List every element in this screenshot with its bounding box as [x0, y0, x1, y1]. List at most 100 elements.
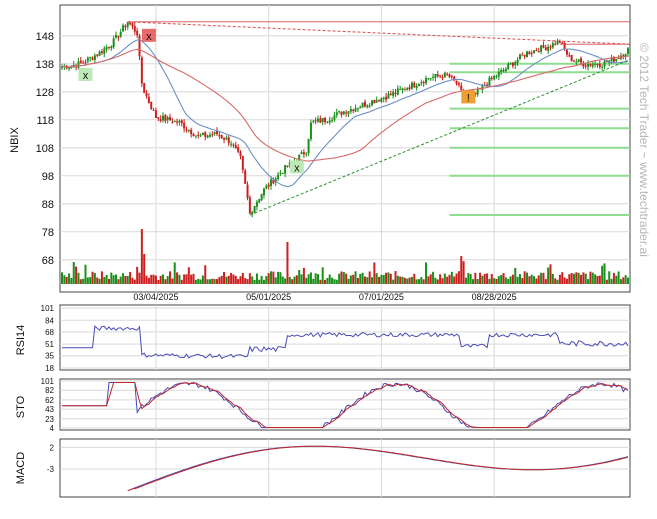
volume-bar — [213, 278, 216, 284]
volume-bar — [220, 275, 223, 284]
candle-body — [246, 184, 249, 198]
candle-body — [408, 87, 411, 90]
volume-bar — [112, 275, 115, 284]
candle-body — [371, 100, 374, 106]
volume-bar — [516, 276, 519, 284]
candle-body — [185, 129, 188, 131]
volume-bar — [537, 275, 540, 284]
volume-bar — [497, 276, 500, 284]
candle-body — [627, 48, 629, 54]
candle-body — [321, 118, 324, 123]
volume-bar — [164, 279, 167, 284]
volume-bar — [356, 277, 359, 284]
candle-body — [415, 85, 418, 88]
volume-bar — [145, 275, 148, 284]
volume-bar — [267, 273, 270, 284]
volume-bar — [396, 275, 399, 284]
candle-body — [239, 151, 242, 157]
rsi-tick-label: 84 — [45, 316, 54, 325]
candle-body — [495, 76, 498, 78]
volume-bar — [316, 274, 319, 284]
candle-body — [126, 22, 129, 27]
candle-body — [227, 137, 230, 144]
volume-bar — [136, 266, 139, 284]
candle-body — [394, 92, 397, 94]
volume-bar — [131, 277, 134, 284]
candle-body — [441, 77, 444, 79]
volume-bar — [507, 278, 510, 284]
volume-bar — [183, 274, 186, 284]
volume-bar — [312, 278, 315, 284]
candle-body — [363, 101, 366, 107]
volume-bar — [408, 277, 411, 284]
panel-frame — [59, 304, 631, 371]
tick-labels: 6878889810811812813814810184685135181018… — [36, 31, 517, 474]
candle-body — [230, 143, 233, 145]
volume-bar — [394, 271, 397, 284]
candle-body — [77, 61, 80, 68]
volume-bar — [126, 276, 129, 284]
volume-bar — [544, 279, 547, 284]
volume-bar — [328, 274, 331, 284]
candle-body — [373, 100, 376, 104]
macd-axis-label: MACD — [15, 452, 27, 484]
volume-bar — [91, 271, 94, 284]
volume-bar — [518, 274, 521, 284]
volume-bar — [208, 279, 211, 284]
buy-marker-label: x — [83, 70, 89, 82]
candle-body — [387, 93, 390, 99]
candle-body — [267, 184, 270, 187]
volume-bar — [551, 273, 554, 284]
candle-body — [122, 25, 125, 32]
date-tick-label: 05/01/2025 — [246, 292, 291, 302]
volume-bar — [622, 277, 625, 284]
candle-body — [356, 108, 359, 110]
candle-body — [617, 58, 620, 60]
candle-body — [173, 120, 176, 123]
candle-body — [201, 132, 204, 136]
candle-body — [89, 57, 92, 59]
candle-body — [100, 51, 103, 54]
candle-body — [368, 105, 371, 107]
volume-bar — [354, 271, 357, 284]
volume-bar — [479, 272, 482, 284]
sto-axis-label: STO — [15, 395, 27, 418]
candle-body — [232, 144, 235, 146]
candle-body — [486, 84, 489, 86]
volume-bar — [554, 278, 557, 284]
volume-bar — [270, 271, 273, 284]
candle-body — [91, 57, 94, 60]
volume-bar — [547, 267, 550, 284]
volume-bar — [211, 278, 214, 284]
volume-bar — [624, 275, 627, 284]
candle-body — [79, 60, 82, 64]
candle-body — [389, 93, 392, 95]
volume-bar — [558, 274, 561, 284]
volume-bar — [380, 274, 383, 284]
candle-body — [523, 54, 526, 57]
volume-bar — [455, 273, 458, 284]
volume-bar — [425, 262, 428, 284]
volume-bar — [378, 276, 381, 284]
volume-bar — [295, 275, 298, 284]
volume-bar — [161, 274, 164, 284]
volume-bar — [436, 279, 439, 284]
candle-body — [537, 50, 540, 53]
candle-body — [302, 152, 305, 155]
candle-body — [624, 53, 627, 57]
candle-body — [136, 30, 139, 36]
volume-bar — [500, 275, 503, 284]
volume-bar — [129, 272, 132, 284]
volume-bar — [575, 272, 578, 284]
candle-body — [211, 134, 214, 136]
volume-bar — [495, 278, 498, 284]
moving-averages — [61, 39, 629, 188]
candle-body — [385, 96, 388, 100]
volume-bar — [521, 278, 524, 284]
moving-average-slow-line — [61, 48, 629, 162]
volume-bar — [610, 278, 613, 284]
candle-body — [596, 63, 599, 65]
volume-bar — [591, 272, 594, 284]
candle-body — [305, 153, 308, 155]
